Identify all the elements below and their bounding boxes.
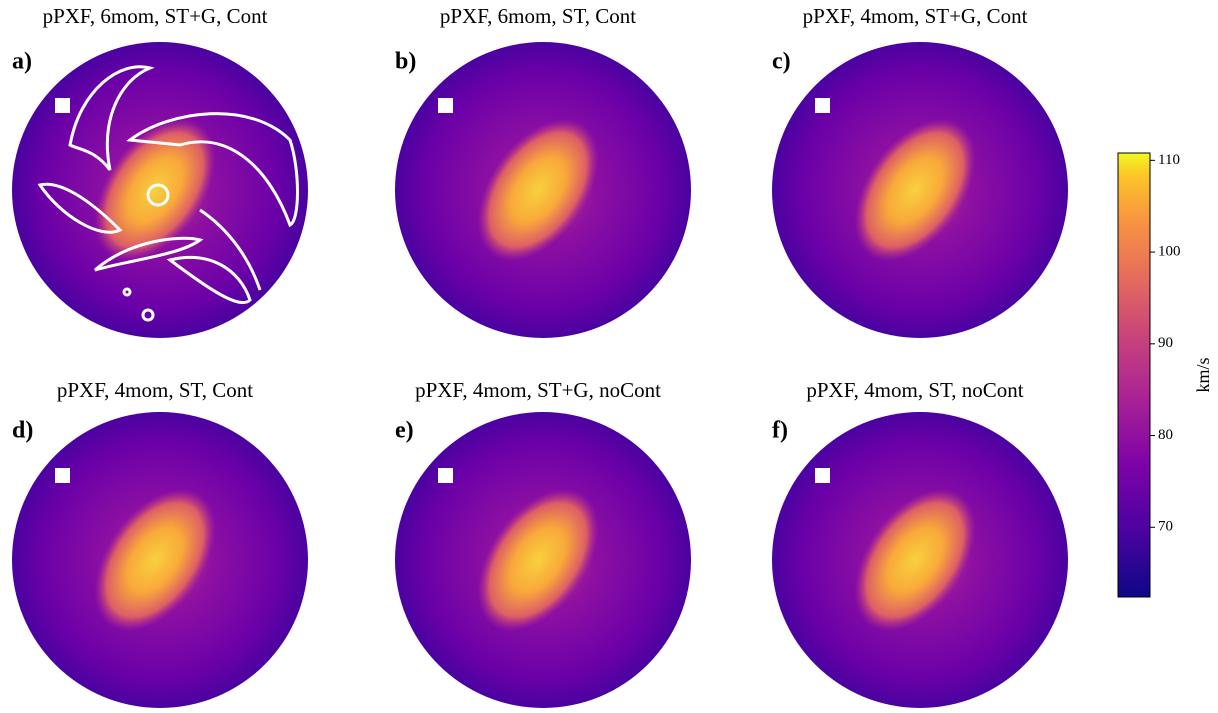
contours bbox=[37, 65, 299, 322]
map-mask bbox=[815, 98, 830, 113]
colorbar-tick-label: 100 bbox=[1158, 244, 1181, 260]
panel-label: c) bbox=[772, 49, 791, 75]
panel-title: pPXF, 6mom, ST+G, Cont bbox=[43, 4, 268, 28]
map-core bbox=[477, 118, 599, 262]
panel: pPXF, 6mom, ST+G, Cont a) bbox=[12, 4, 308, 338]
panel-title: pPXF, 4mom, ST, noCont bbox=[806, 378, 1023, 402]
map-core bbox=[94, 118, 216, 262]
colorbar-tick-label: 70 bbox=[1158, 519, 1173, 535]
map-core bbox=[854, 118, 976, 262]
map-core bbox=[854, 488, 976, 632]
panel-label: a) bbox=[12, 49, 32, 75]
panel: pPXF, 4mom, ST+G, Cont c) bbox=[772, 4, 1068, 338]
colorbar-tick-label: 80 bbox=[1158, 427, 1173, 443]
map-mask bbox=[438, 98, 453, 113]
colorbar bbox=[1117, 152, 1151, 598]
colorbar-tick-label: 90 bbox=[1158, 335, 1173, 351]
panel-title: pPXF, 4mom, ST+G, noCont bbox=[415, 378, 661, 402]
panel-label: d) bbox=[12, 418, 33, 444]
map-mask bbox=[55, 98, 70, 113]
panel: pPXF, 4mom, ST, noCont f) bbox=[772, 378, 1068, 708]
panel-title: pPXF, 4mom, ST+G, Cont bbox=[803, 4, 1028, 28]
panel: pPXF, 4mom, ST, Cont d) bbox=[12, 378, 308, 708]
panel-label: e) bbox=[395, 418, 414, 444]
panels: pPXF, 6mom, ST+G, Cont a) pPXF, 6mom, ST, … bbox=[12, 4, 1068, 708]
map-mask bbox=[815, 468, 830, 483]
panel: pPXF, 6mom, ST, Cont b) bbox=[395, 4, 691, 338]
map-core bbox=[94, 488, 216, 632]
map-core bbox=[477, 488, 599, 632]
map-mask bbox=[55, 468, 70, 483]
colorbar-label: km/s bbox=[1193, 357, 1213, 392]
map-mask bbox=[438, 468, 453, 483]
panel-label: f) bbox=[772, 418, 788, 444]
panel-title: pPXF, 6mom, ST, Cont bbox=[440, 4, 636, 28]
panel-title: pPXF, 4mom, ST, Cont bbox=[57, 378, 253, 402]
panel-label: b) bbox=[395, 49, 416, 75]
colorbar-tick-label: 110 bbox=[1158, 152, 1180, 168]
